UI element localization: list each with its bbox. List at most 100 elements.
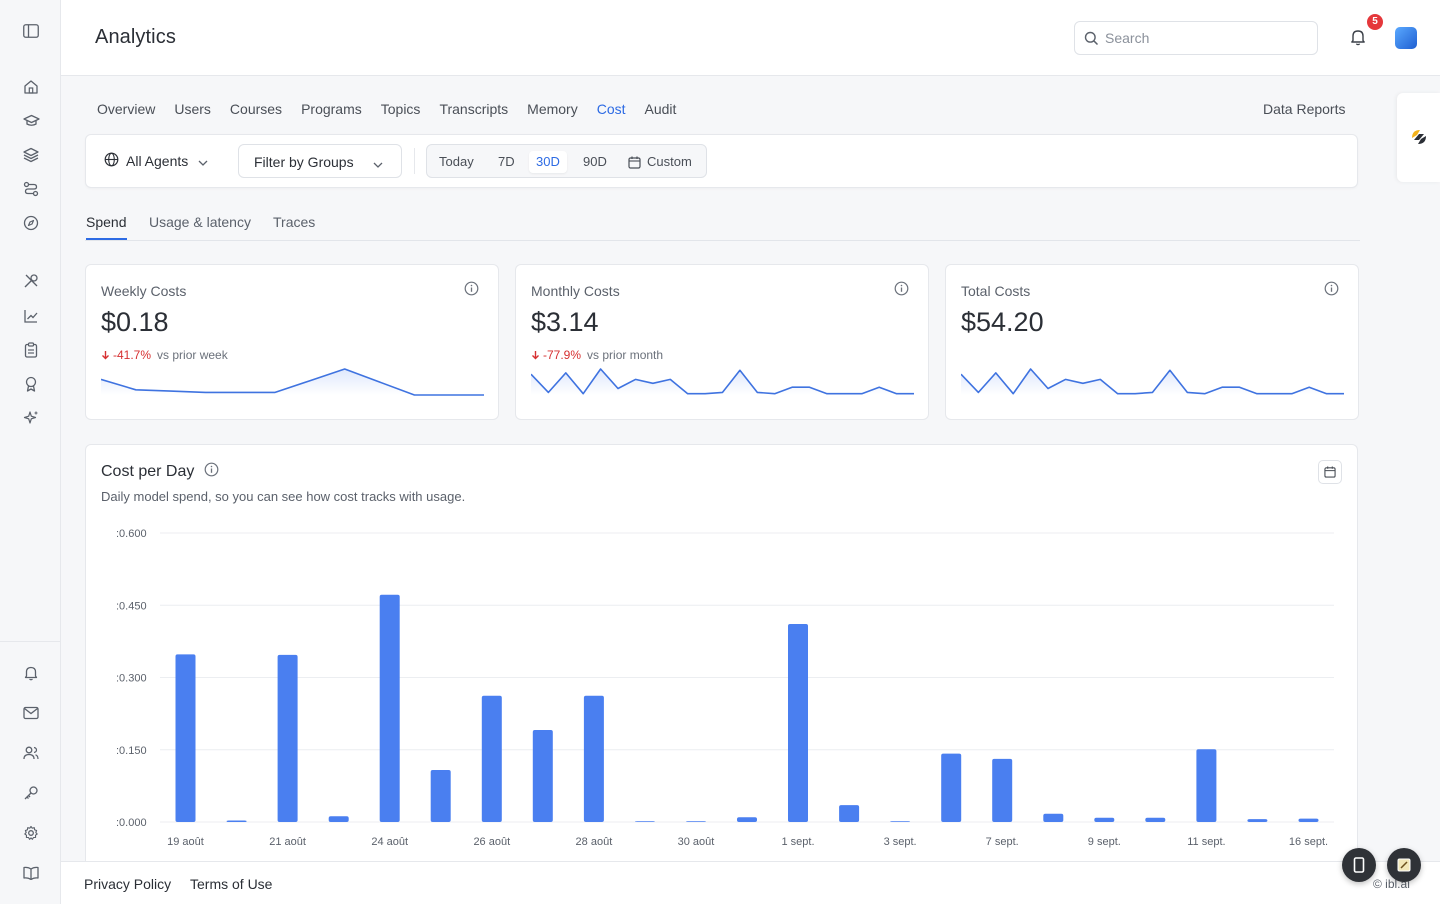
tab-topics[interactable]: Topics [380, 101, 421, 117]
privacy-policy-link[interactable]: Privacy Policy [84, 876, 172, 892]
bar-19-ao-t[interactable] [175, 654, 196, 822]
bar-31-ao-t[interactable] [737, 817, 757, 822]
analytics-nav: Overview Users Courses Programs Topics T… [97, 101, 695, 117]
mail-icon[interactable] [21, 703, 41, 723]
search-input[interactable] [1105, 28, 1305, 48]
bar-22-ao-t[interactable] [328, 816, 349, 822]
line-chart-icon[interactable] [21, 306, 41, 326]
edit-note-button[interactable] [1387, 848, 1421, 882]
x-tick-label: 30 août [678, 836, 715, 848]
bar-10-sept-[interactable] [1145, 817, 1166, 822]
footer: Privacy Policy Terms of Use © ibl.ai [61, 861, 1440, 904]
active-subtab-indicator [86, 238, 127, 240]
notifications-bell-icon[interactable] [1350, 28, 1366, 51]
assistant-logo-icon [1412, 130, 1426, 144]
bar-2-sept-[interactable] [839, 805, 860, 822]
x-tick-label: 9 sept. [1088, 836, 1121, 848]
clipboard-icon[interactable] [21, 340, 41, 360]
info-icon[interactable] [204, 462, 219, 482]
x-tick-label: 11 sept. [1187, 836, 1225, 848]
subtab-traces[interactable]: Traces [273, 214, 316, 230]
delta-percent: -41.7% [113, 348, 152, 362]
info-icon[interactable] [464, 281, 479, 301]
tools-icon[interactable] [21, 271, 41, 291]
bar-21-ao-t[interactable] [277, 654, 298, 822]
delta-comparison: vs prior month [587, 348, 664, 362]
avatar[interactable] [1395, 27, 1417, 49]
x-tick-label: 28 août [576, 836, 613, 848]
tab-programs[interactable]: Programs [301, 101, 362, 117]
sparkline-line [531, 368, 914, 395]
range-today[interactable]: Today [439, 154, 474, 169]
bar-25-ao-t[interactable] [430, 770, 451, 822]
sidebar-toggle-icon[interactable] [21, 21, 41, 41]
assistant-widget[interactable] [1397, 93, 1440, 182]
bar-20-ao-t[interactable] [226, 820, 247, 823]
tab-audit[interactable]: Audit [644, 101, 677, 117]
mobile-view-button[interactable] [1342, 848, 1376, 882]
chevron-down-icon [373, 155, 383, 171]
search-box[interactable] [1074, 21, 1318, 55]
chart-title: Cost per Day [101, 463, 195, 480]
subtab-usage-latency[interactable]: Usage & latency [149, 214, 251, 230]
tab-courses[interactable]: Courses [229, 101, 283, 117]
tab-users[interactable]: Users [174, 101, 211, 117]
range-7d[interactable]: 7D [498, 154, 515, 169]
date-picker-button[interactable] [1318, 460, 1342, 484]
date-range-selector: Today 7D 30D 90D Custom [426, 144, 707, 178]
card-title: Total Costs [961, 283, 1031, 299]
route-icon[interactable] [21, 179, 41, 199]
book-icon[interactable] [21, 863, 41, 883]
tab-cost[interactable]: Cost [596, 101, 626, 117]
sparkline-area [961, 369, 1344, 395]
bar-12-sept-[interactable] [1247, 819, 1268, 822]
filter-bar: All Agents Filter by Groups Today 7D 30D… [85, 134, 1358, 188]
award-icon[interactable] [21, 374, 41, 394]
bar-26-ao-t[interactable] [481, 695, 502, 822]
subtab-spend[interactable]: Spend [86, 214, 127, 230]
sparkline-area [531, 369, 914, 395]
bar-24-ao-t[interactable] [379, 594, 400, 822]
cost-per-day-chart: :0.000:0.150:0.300:0.450:0.600 19 août 21 … [116, 528, 1334, 848]
bar-6-sept-[interactable] [941, 753, 962, 822]
key-icon[interactable] [21, 783, 41, 803]
graduation-cap-icon[interactable] [21, 111, 41, 131]
bar-1-sept-[interactable] [788, 624, 808, 822]
range-90d[interactable]: 90D [583, 154, 607, 169]
tab-memory[interactable]: Memory [527, 101, 578, 117]
bar-30-ao-t[interactable] [686, 821, 706, 822]
range-30d[interactable]: 30D [529, 151, 567, 173]
bar-3-sept-[interactable] [890, 821, 911, 822]
sparkles-icon[interactable] [21, 408, 41, 428]
tab-overview[interactable]: Overview [97, 101, 156, 117]
bar-27-ao-t[interactable] [532, 730, 553, 822]
info-icon[interactable] [1324, 281, 1339, 301]
bar-28-ao-t[interactable] [583, 695, 604, 822]
compass-icon[interactable] [21, 213, 41, 233]
terms-of-use-link[interactable]: Terms of Use [190, 876, 273, 892]
search-icon [1084, 31, 1099, 51]
info-icon[interactable] [894, 281, 909, 301]
bar-11-sept-[interactable] [1196, 749, 1217, 822]
bar-29-ao-t[interactable] [634, 821, 655, 822]
bell-icon[interactable] [21, 663, 41, 683]
bar-7-sept-[interactable] [992, 758, 1013, 822]
data-reports-link[interactable]: Data Reports [1263, 101, 1346, 117]
chevron-down-icon [198, 153, 208, 169]
cost-per-day-card: Cost per Day Daily model spend, so you c… [85, 444, 1358, 864]
layers-icon[interactable] [21, 145, 41, 165]
main-content: Overview Users Courses Programs Topics T… [61, 77, 1381, 864]
bar-16-sept-[interactable] [1298, 818, 1319, 822]
users-icon[interactable] [21, 743, 41, 763]
groups-filter-dropdown[interactable]: Filter by Groups [238, 144, 402, 178]
bar-9-sept-[interactable] [1094, 817, 1115, 822]
weekly-sparkline [101, 368, 484, 396]
settings-icon[interactable] [21, 823, 41, 843]
notification-badge: 5 [1367, 14, 1383, 30]
tab-transcripts[interactable]: Transcripts [439, 101, 509, 117]
bar-8-sept-[interactable] [1043, 813, 1064, 822]
range-custom[interactable]: Custom [628, 152, 692, 172]
home-icon[interactable] [21, 77, 41, 97]
agents-dropdown[interactable]: All Agents [104, 152, 208, 170]
card-delta: -41.7% vs prior week [101, 348, 228, 362]
